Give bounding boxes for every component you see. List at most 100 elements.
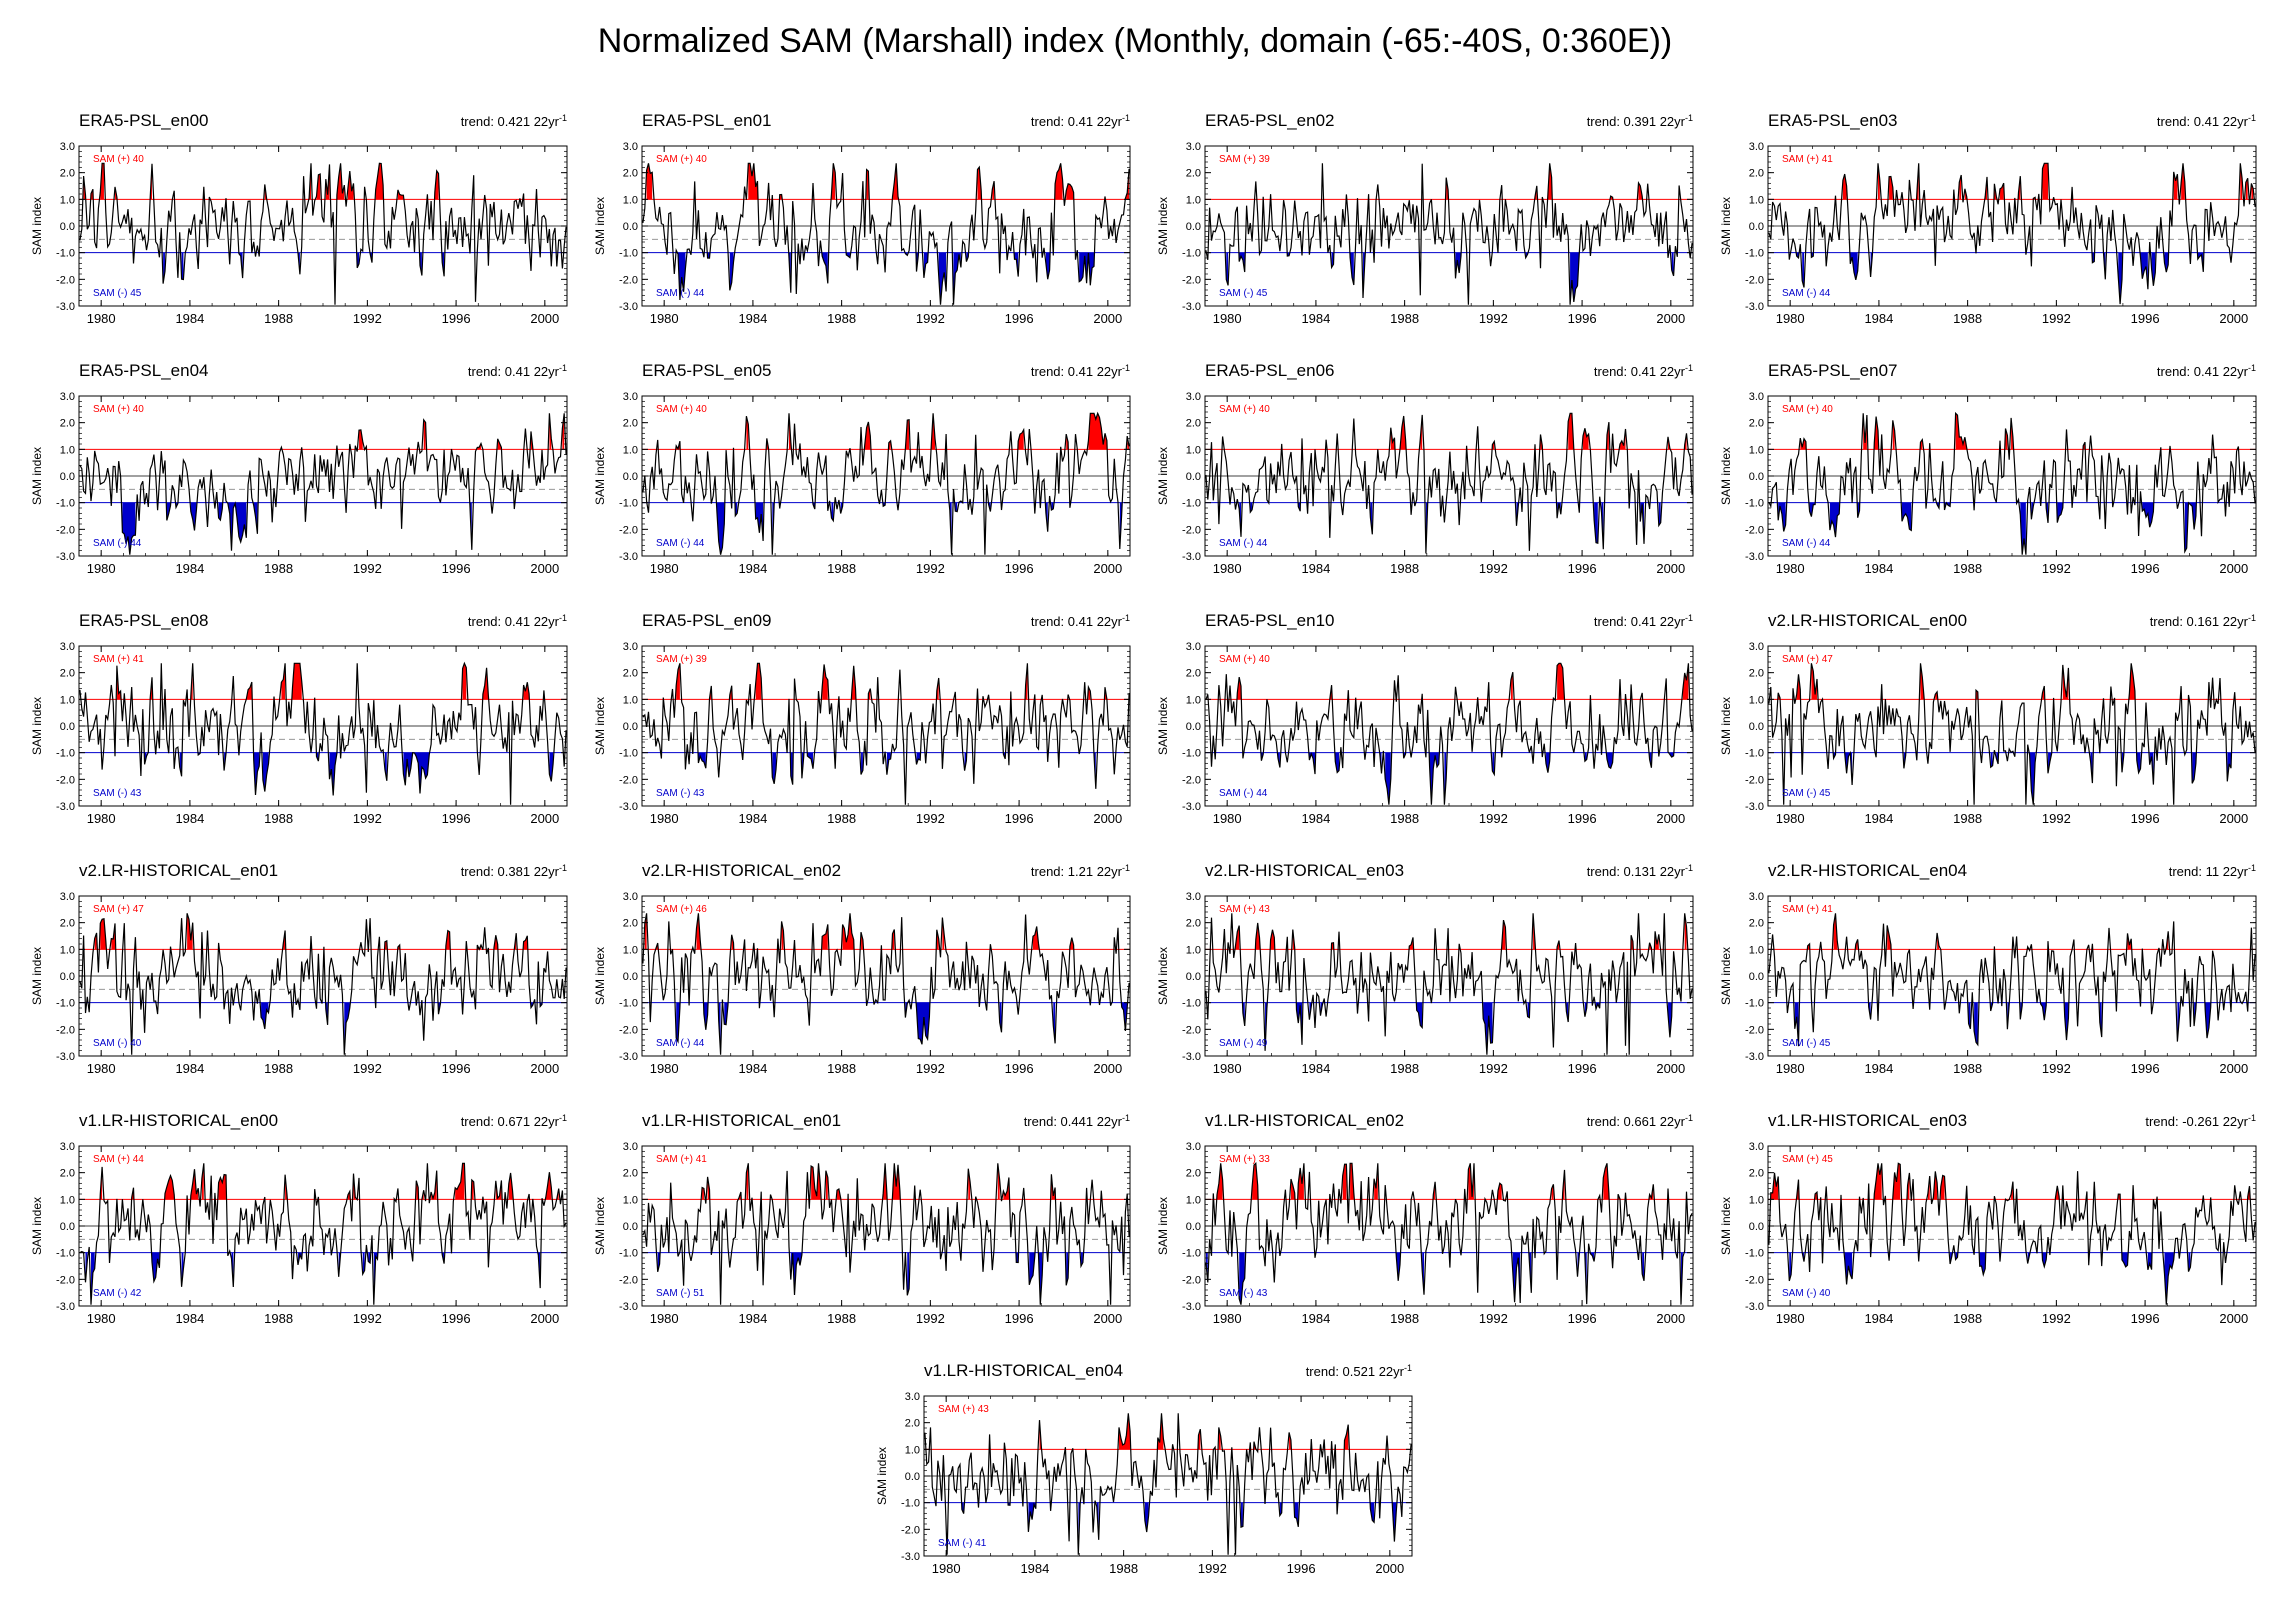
positive-fill <box>883 1163 887 1200</box>
negative-count-label: SAM (-) 51 <box>656 1288 705 1299</box>
y-tick-label: 1.0 <box>1186 694 1201 706</box>
y-tick-label: 1.0 <box>60 694 75 706</box>
trend-value: trend: 0.381 <box>461 864 534 879</box>
x-tick-label: 1980 <box>931 1561 960 1576</box>
y-axis-label: SAM index <box>30 197 44 255</box>
y-tick-label: 1.0 <box>1749 444 1764 456</box>
sam-series-line <box>1205 412 1693 554</box>
panel-trend: trend: 0.521 22yr-1 <box>1305 1363 1411 1379</box>
x-tick-label: 1988 <box>1390 811 1419 826</box>
y-tick-label: 0.0 <box>60 721 75 733</box>
positive-fill <box>1892 420 1895 450</box>
y-tick-label: -3.0 <box>56 301 75 313</box>
x-tick-label: 1996 <box>1005 561 1034 576</box>
panel-trend: trend: 1.21 22yr-1 <box>1031 863 1130 879</box>
negative-count-label: SAM (-) 43 <box>656 788 705 799</box>
panel-title: ERA5-PSL_en08 <box>79 611 208 630</box>
y-tick-label: 0.0 <box>60 221 75 233</box>
positive-fill <box>1955 413 1967 450</box>
y-axis-label: SAM index <box>1156 697 1170 755</box>
x-tick-label: 1988 <box>1390 311 1419 326</box>
trend-value: trend: 0.41 <box>1594 364 1660 379</box>
panel-chart: v1.LR-HISTORICAL_en00 trend: 0.671 22yr-1… <box>30 1111 568 1326</box>
panel-title: v2.LR-HISTORICAL_en04 <box>1768 861 1967 880</box>
positive-fill <box>100 163 104 200</box>
trend-exponent: -1 <box>559 113 567 123</box>
y-tick-label: 2.0 <box>1749 668 1764 680</box>
y-axis-label: SAM index <box>1719 447 1733 505</box>
panel-trend: trend: 0.41 22yr-1 <box>2157 113 2256 129</box>
negative-fill <box>953 252 961 305</box>
trend-exponent: -1 <box>559 363 567 373</box>
y-tick-label: -2.0 <box>1745 524 1764 536</box>
negative-fill <box>1850 252 1858 280</box>
y-tick-label: 1.0 <box>1749 194 1764 206</box>
trend-exponent: -1 <box>1685 113 1693 123</box>
y-tick-label: 0.0 <box>1186 1221 1201 1233</box>
negative-fill <box>724 1002 728 1025</box>
y-tick-label: 1.0 <box>1186 944 1201 956</box>
positive-fill <box>1655 931 1659 950</box>
y-tick-label: -3.0 <box>56 551 75 563</box>
sam-panel: ERA5-PSL_en00 trend: 0.421 22yr-1 3.0 2.0 1.… <box>17 110 577 330</box>
x-tick-label: 1980 <box>87 1061 116 1076</box>
x-tick-label: 1988 <box>1953 561 1982 576</box>
y-tick-label: 1.0 <box>1749 944 1764 956</box>
x-tick-label: 1980 <box>650 1061 679 1076</box>
x-tick-label: 1980 <box>87 311 116 326</box>
x-tick-label: 2000 <box>1656 1311 1685 1326</box>
y-tick-label: -2.0 <box>1182 774 1201 786</box>
x-tick-label: 1984 <box>1301 811 1330 826</box>
positive-fill <box>2055 1185 2060 1200</box>
positive-fill <box>434 170 439 200</box>
y-tick-label: 2.0 <box>1749 168 1764 180</box>
trend-value: trend: 0.131 <box>1587 864 1660 879</box>
positive-count-label: SAM (+) 41 <box>93 654 144 665</box>
y-axis-label: SAM index <box>1156 197 1170 255</box>
x-tick-label: 1988 <box>827 1311 856 1326</box>
sam-panel: v2.LR-HISTORICAL_en02 trend: 1.21 22yr-1 3… <box>580 860 1140 1080</box>
panel-title: v1.LR-HISTORICAL_en03 <box>1768 1111 1967 1130</box>
x-tick-label: 1992 <box>916 311 945 326</box>
x-tick-label: 1984 <box>1864 811 1893 826</box>
y-tick-label: 3.0 <box>623 1141 638 1153</box>
x-tick-label: 1980 <box>87 811 116 826</box>
x-tick-label: 1988 <box>264 1311 293 1326</box>
trend-value: trend: 0.441 <box>1024 1114 1097 1129</box>
positive-fill <box>201 1163 204 1200</box>
positive-count-label: SAM (+) 44 <box>93 1154 144 1165</box>
y-tick-label: 1.0 <box>60 444 75 456</box>
y-tick-label: 2.0 <box>60 1168 75 1180</box>
positive-fill <box>977 167 982 200</box>
sam-panel: ERA5-PSL_en06 trend: 0.41 22yr-1 3.0 2.0 1.0… <box>1143 360 1703 580</box>
positive-fill <box>1583 428 1589 450</box>
positive-fill <box>455 1163 465 1200</box>
x-tick-label: 1992 <box>1479 811 1508 826</box>
panel-trend: trend: 0.41 22yr-1 <box>1594 613 1693 629</box>
x-tick-label: 1980 <box>1213 1061 1242 1076</box>
y-tick-label: -3.0 <box>619 301 638 313</box>
y-tick-label: -3.0 <box>1182 801 1201 813</box>
y-tick-label: 2.0 <box>1186 168 1201 180</box>
trend-unit: 22yr <box>2223 364 2249 379</box>
y-tick-label: 0.0 <box>60 1221 75 1233</box>
x-tick-label: 1988 <box>264 811 293 826</box>
y-tick-label: -3.0 <box>619 551 638 563</box>
x-tick-label: 1996 <box>1568 1311 1597 1326</box>
positive-count-label: SAM (+) 47 <box>93 904 144 915</box>
panel-trend: trend: 0.671 22yr-1 <box>461 1113 567 1129</box>
sam-panel: v1.LR-HISTORICAL_en02 trend: 0.661 22yr-1… <box>1143 1110 1703 1330</box>
x-tick-label: 1980 <box>1776 1061 1805 1076</box>
x-tick-label: 1980 <box>1776 561 1805 576</box>
trend-value: trend: 0.421 <box>461 114 534 129</box>
y-tick-label: 3.0 <box>1186 641 1201 653</box>
negative-fill <box>676 1002 680 1042</box>
negative-fill <box>1350 252 1354 285</box>
positive-count-label: SAM (+) 40 <box>656 154 707 165</box>
y-tick-label: -2.0 <box>619 274 638 286</box>
negative-count-label: SAM (-) 44 <box>93 538 142 549</box>
y-tick-label: -3.0 <box>1745 801 1764 813</box>
trend-exponent: -1 <box>1122 863 1130 873</box>
y-axis-label: SAM index <box>593 1197 607 1255</box>
panel-chart: v1.LR-HISTORICAL_en04 trend: 0.521 22yr-1… <box>875 1361 1412 1576</box>
